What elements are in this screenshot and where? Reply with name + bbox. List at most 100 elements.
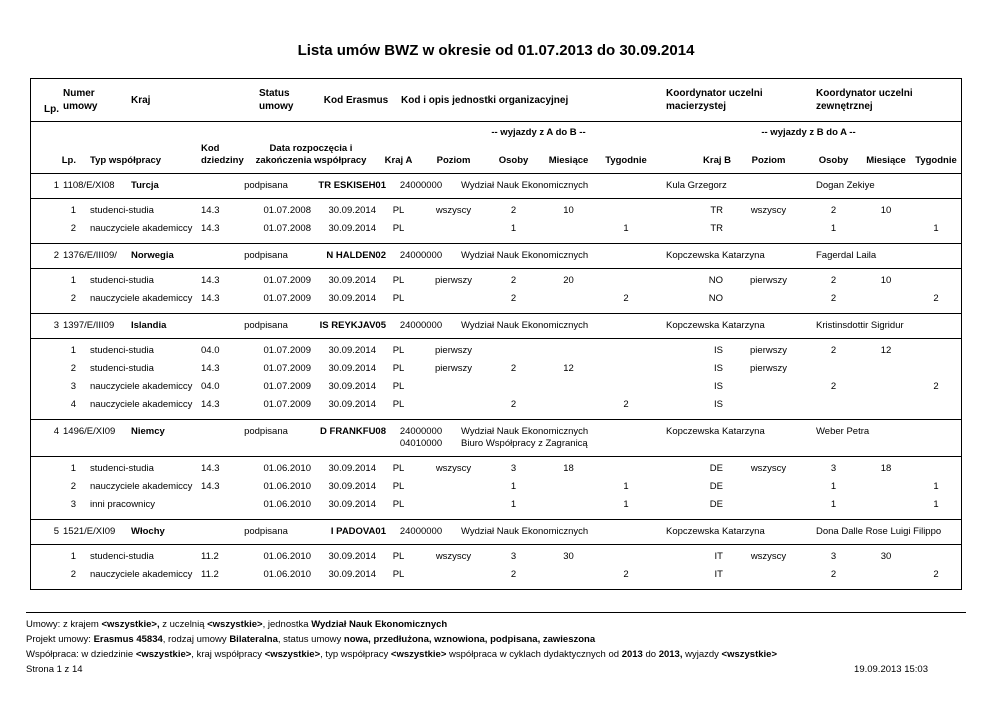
row-months-b: 30 [880, 550, 892, 562]
row-field-code: 11.2 [201, 550, 219, 562]
col-header-external-coordinator: Koordynator uczelni zewnętrznej [816, 88, 913, 112]
agreement-status: podpisana [244, 320, 288, 331]
row-country-a: PL [392, 398, 405, 410]
row-lp: 2 [70, 568, 76, 580]
agreement-lp: 2 [53, 250, 59, 261]
row-weeks-a: 1 [623, 480, 629, 492]
row-start-date: 01.07.2008 [263, 222, 311, 234]
footer-text-segment: Bilateralna [229, 634, 278, 645]
row-weeks-a: 1 [623, 498, 629, 510]
filter-summary-line: Umowy: z krajem <wszystkie>, z uczelnią … [26, 617, 966, 632]
cooperation-row: 1 studenci-studia 04.0 01.07.2009 30.09.2014… [31, 341, 961, 359]
row-country-b: DE [709, 462, 723, 474]
agreement-unit-codes: 24000000 [386, 250, 456, 262]
agreement-home-coordinator: Kopczewska Katarzyna [666, 250, 765, 261]
cooperation-row: 3 inni pracownicy 01.06.2010 30.09.2014 PL 1 1… [31, 495, 961, 513]
footer-text-segment: , jednostka [262, 619, 312, 630]
agreement-unit-names: Wydział Nauk Ekonomicznych Biuro Współpra… [456, 426, 666, 450]
row-months-a: 12 [563, 362, 574, 374]
subcol-header-weeks-a: Tygodnie [605, 155, 647, 166]
row-start-date: 01.07.2009 [263, 344, 311, 356]
row-persons-a: 2 [510, 274, 517, 286]
row-field-code: 14.3 [201, 274, 220, 286]
agreement-country: Niemcy [131, 426, 165, 437]
subcol-header-months-a: Miesiące [548, 155, 589, 166]
footer-text-segment: nowa, przedłużona, wznowiona, podpisana,… [343, 634, 596, 645]
agreement-header-row: 1 1108/E/XI08 Turcja podpisana TR ESKISEH01 2… [31, 174, 961, 199]
row-level-b: wszyscy [750, 204, 787, 216]
page-indicator: Strona 1 z 14 [26, 664, 83, 675]
row-start-date: 01.07.2009 [263, 274, 311, 286]
agreement-lp: 4 [53, 426, 59, 437]
row-country-a: PL [392, 480, 405, 492]
agreement-lp: 5 [53, 526, 59, 537]
unit-name: Wydział Nauk Ekonomicznych [461, 526, 589, 537]
footer-text-segment: Umowy: z krajem [26, 619, 102, 630]
footer-text-segment: 2013 [621, 649, 643, 660]
footer-text-segment: Erasmus 45834 [93, 634, 163, 645]
row-country-a: PL [392, 462, 405, 474]
cooperation-rows: 1 studenci-studia 14.3 01.07.2009 30.09.2014… [31, 269, 961, 313]
footer-text-segment: , rodzaj umowy [162, 634, 230, 645]
row-persons-b: 2 [830, 204, 837, 216]
row-country-a: PL [392, 204, 405, 216]
footer-text-segment: Współpraca: w dziedzinie [26, 649, 136, 660]
cooperation-row: 2 studenci-studia 14.3 01.07.2009 30.09.2014… [31, 359, 961, 377]
row-persons-a: 2 [510, 568, 517, 580]
agreement-header-row: 4 1496/E/XI09 Niemcy podpisana D FRANKFU08 24… [31, 420, 961, 457]
agreement-lp: 3 [53, 320, 59, 331]
agreement-external-coordinator: Fagerdal Laila [816, 250, 877, 261]
row-weeks-b: 1 [933, 498, 939, 510]
col-header-country: Kraj [131, 94, 151, 106]
row-country-a: PL [392, 292, 405, 304]
row-level-a: pierwszy [435, 344, 472, 356]
agreement-unit-names: Wydział Nauk Ekonomicznych [456, 526, 666, 538]
row-start-date: 01.07.2009 [263, 362, 311, 374]
agreement-home-coordinator: Kopczewska Katarzyna [666, 426, 765, 437]
row-country-a: PL [392, 344, 405, 356]
agreement-unit-codes: 24000000 [386, 526, 456, 538]
row-level-b: pierwszy [750, 344, 787, 356]
row-months-a: 30 [563, 550, 574, 562]
footer-text-segment: wyjazdy [682, 649, 722, 660]
agreement-status: podpisana [244, 526, 288, 537]
agreement-unit-codes: 24000000 [386, 320, 456, 332]
row-end-date: 30.09.2014 [328, 568, 376, 580]
row-persons-b: 2 [830, 380, 837, 392]
footer-text-segment: , typ współpracy [320, 649, 391, 660]
agreement-unit-codes: 24000000 [386, 180, 456, 192]
unit-code: 04010000 [399, 438, 443, 449]
row-weeks-a: 1 [623, 222, 629, 234]
cooperation-row: 1 studenci-studia 14.3 01.07.2009 30.09.2014… [31, 271, 961, 289]
cooperation-rows: 1 studenci-studia 14.3 01.07.2008 30.09.2014… [31, 199, 961, 243]
agreement-external-coordinator: Dona Dalle Rose Luigi Filippo [816, 526, 942, 537]
footer-text-segment: 2013, [658, 649, 683, 660]
row-level-a: pierwszy [435, 274, 472, 286]
agreement-unit-codes: 24000000 04010000 [386, 426, 456, 450]
agreement-erasmus-code: I PADOVA01 [330, 526, 386, 537]
unit-name: Wydział Nauk Ekonomicznych [461, 320, 589, 331]
unit-name: Wydział Nauk Ekonomicznych [461, 180, 589, 191]
cooperation-row: 2 nauczyciele akademiccy 14.3 01.06.2010 30.… [31, 477, 961, 495]
row-months-b: 10 [880, 274, 892, 286]
subcol-header-level-a: Poziom [436, 155, 471, 166]
footer-text-segment: <wszystkie> [207, 619, 263, 630]
row-level-b: pierwszy [750, 362, 787, 374]
row-weeks-a: 2 [623, 568, 629, 580]
row-lp: 1 [70, 274, 76, 286]
row-field-code: 14.3 [201, 292, 220, 304]
row-cooperation-type: nauczyciele akademiccy [90, 222, 193, 234]
row-cooperation-type: nauczyciele akademiccy [90, 380, 193, 392]
subcol-header-outgoing-b-to-a: -- wyjazdy z B do A -- [761, 127, 856, 138]
agreement-erasmus-code: D FRANKFU08 [320, 426, 386, 437]
agreement-external-coordinator: Dogan Zekiye [816, 180, 875, 191]
table-subheader-row: -- wyjazdy z A do B -- -- wyjazdy z B do… [31, 122, 961, 174]
agreement-number: 1496/E/XI09 [63, 426, 116, 437]
unit-code: 24000000 [399, 526, 443, 537]
footer-text-segment: <wszystkie>, [101, 619, 160, 630]
agreement-external-coordinator: Kristinsdottir Sigridur [816, 320, 904, 331]
row-months-b: 18 [880, 462, 892, 474]
row-lp: 1 [70, 550, 76, 562]
row-end-date: 30.09.2014 [328, 362, 376, 374]
subcol-header-level-b: Poziom [751, 155, 786, 166]
